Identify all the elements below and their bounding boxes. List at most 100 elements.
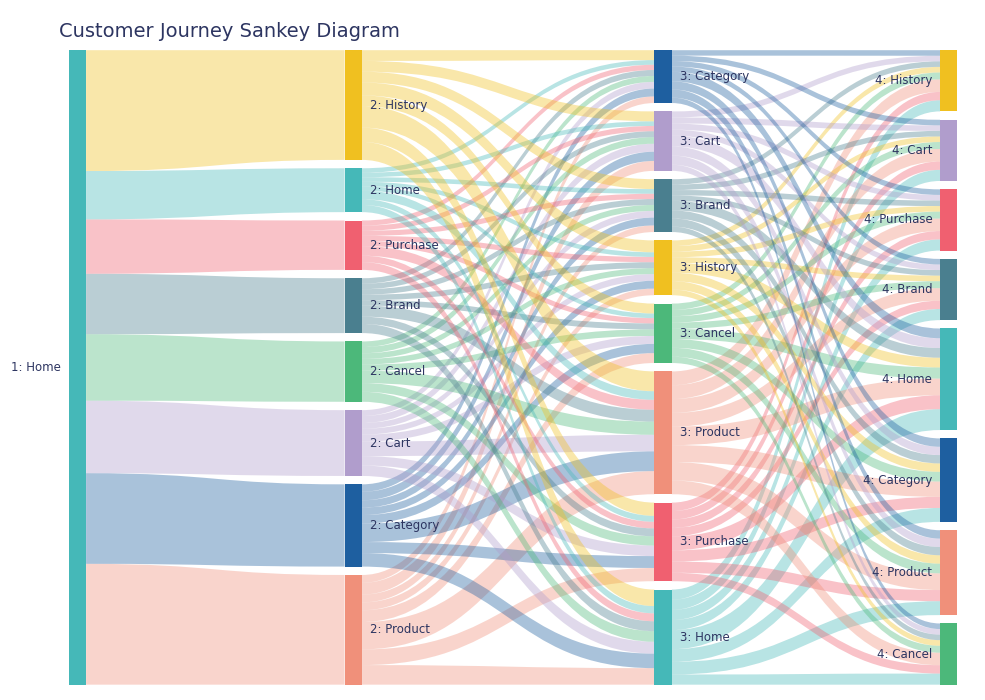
Bar — [940, 624, 957, 685]
PathPatch shape — [672, 258, 940, 281]
Bar — [654, 111, 672, 171]
PathPatch shape — [362, 466, 654, 654]
PathPatch shape — [672, 90, 940, 538]
PathPatch shape — [86, 473, 345, 566]
PathPatch shape — [362, 177, 654, 194]
PathPatch shape — [672, 227, 940, 640]
PathPatch shape — [362, 329, 654, 371]
PathPatch shape — [672, 79, 940, 385]
PathPatch shape — [672, 162, 940, 519]
PathPatch shape — [362, 300, 654, 329]
PathPatch shape — [672, 573, 940, 673]
PathPatch shape — [672, 508, 940, 662]
PathPatch shape — [362, 241, 654, 323]
PathPatch shape — [362, 316, 654, 536]
Text: 4: Product: 4: Product — [873, 566, 932, 579]
PathPatch shape — [672, 142, 940, 316]
Bar — [940, 120, 957, 181]
PathPatch shape — [672, 445, 940, 497]
PathPatch shape — [672, 395, 940, 550]
Bar — [654, 179, 672, 232]
Text: 3: Cancel: 3: Cancel — [680, 327, 735, 340]
Bar — [940, 328, 957, 430]
Text: 4: History: 4: History — [875, 74, 932, 88]
Text: 4: Cart: 4: Cart — [891, 144, 932, 157]
PathPatch shape — [362, 161, 654, 594]
Text: 2: Brand: 2: Brand — [369, 299, 421, 312]
PathPatch shape — [672, 62, 940, 185]
PathPatch shape — [362, 383, 654, 545]
PathPatch shape — [672, 357, 940, 652]
Text: 3: Category: 3: Category — [680, 70, 749, 83]
PathPatch shape — [672, 231, 940, 528]
PathPatch shape — [86, 274, 345, 334]
PathPatch shape — [672, 263, 940, 368]
PathPatch shape — [362, 106, 654, 391]
PathPatch shape — [362, 144, 654, 423]
PathPatch shape — [362, 60, 654, 173]
Bar — [654, 240, 672, 295]
PathPatch shape — [362, 70, 654, 284]
PathPatch shape — [362, 199, 654, 295]
PathPatch shape — [672, 211, 940, 323]
PathPatch shape — [672, 72, 940, 338]
Text: 3: Cart: 3: Cart — [680, 134, 720, 148]
PathPatch shape — [672, 339, 940, 482]
PathPatch shape — [362, 131, 654, 289]
Text: 3: Product: 3: Product — [680, 426, 740, 440]
PathPatch shape — [86, 50, 345, 171]
PathPatch shape — [362, 452, 654, 542]
PathPatch shape — [362, 262, 654, 622]
Bar — [654, 589, 672, 685]
Bar — [654, 503, 672, 581]
PathPatch shape — [86, 334, 345, 402]
PathPatch shape — [362, 76, 654, 347]
PathPatch shape — [362, 205, 654, 359]
PathPatch shape — [672, 281, 940, 564]
PathPatch shape — [86, 400, 345, 476]
PathPatch shape — [672, 206, 940, 258]
PathPatch shape — [362, 97, 654, 583]
PathPatch shape — [672, 50, 940, 56]
PathPatch shape — [672, 480, 940, 665]
PathPatch shape — [362, 568, 654, 665]
PathPatch shape — [362, 218, 654, 508]
Text: 2: Purchase: 2: Purchase — [369, 239, 438, 252]
PathPatch shape — [672, 66, 940, 265]
PathPatch shape — [362, 225, 654, 603]
PathPatch shape — [362, 665, 654, 685]
PathPatch shape — [672, 195, 940, 276]
PathPatch shape — [362, 182, 654, 257]
PathPatch shape — [362, 71, 654, 189]
PathPatch shape — [672, 155, 940, 547]
Text: 4: Brand: 4: Brand — [882, 283, 932, 296]
PathPatch shape — [672, 601, 940, 675]
PathPatch shape — [672, 218, 940, 555]
PathPatch shape — [672, 190, 940, 206]
PathPatch shape — [362, 371, 654, 435]
PathPatch shape — [362, 191, 654, 400]
PathPatch shape — [672, 118, 940, 131]
PathPatch shape — [672, 497, 940, 561]
PathPatch shape — [672, 61, 940, 195]
PathPatch shape — [672, 561, 940, 601]
PathPatch shape — [362, 435, 654, 456]
Bar — [940, 189, 957, 251]
PathPatch shape — [86, 168, 345, 219]
Bar — [654, 372, 672, 494]
PathPatch shape — [362, 456, 654, 556]
PathPatch shape — [362, 281, 654, 515]
PathPatch shape — [672, 309, 940, 630]
PathPatch shape — [672, 130, 940, 270]
PathPatch shape — [672, 100, 940, 600]
PathPatch shape — [672, 218, 940, 413]
PathPatch shape — [672, 73, 940, 310]
PathPatch shape — [86, 564, 345, 685]
PathPatch shape — [362, 246, 654, 410]
PathPatch shape — [362, 211, 654, 429]
PathPatch shape — [672, 97, 940, 629]
PathPatch shape — [362, 324, 654, 631]
Text: 3: History: 3: History — [680, 261, 737, 274]
Bar — [345, 50, 362, 160]
Bar — [345, 410, 362, 476]
